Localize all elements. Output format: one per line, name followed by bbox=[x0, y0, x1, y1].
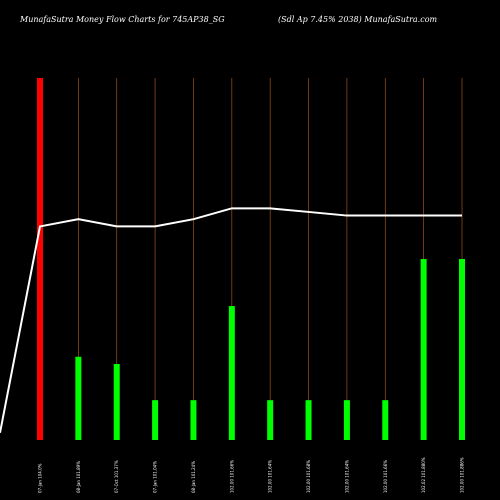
x-tick-label: 102.00 101.68% bbox=[306, 460, 311, 493]
x-tick-label: 08-Jan 101.89% bbox=[76, 461, 81, 493]
bar bbox=[190, 400, 197, 440]
bar bbox=[459, 259, 465, 440]
price-line bbox=[0, 207, 462, 433]
x-tick-label: 102.00 101.64% bbox=[268, 460, 273, 493]
x-tick-labels: 07-Jan 104.0% 08-Jan 101.89% 07-Oct 101.37… bbox=[38, 457, 465, 493]
x-tick-label: 102.00 101.66% bbox=[383, 460, 388, 493]
bar bbox=[267, 400, 274, 440]
bar bbox=[75, 356, 82, 440]
chart-title-right: (Sdl Ap 7.45% 2038) MunafaSutra.com bbox=[278, 15, 438, 24]
x-tick-label: 102.00 101.886% bbox=[460, 457, 465, 493]
x-tick-label: 07-Oct 101.37% bbox=[114, 460, 119, 493]
x-tick-label: 07-Jan 104.0% bbox=[38, 463, 43, 493]
bar bbox=[152, 400, 159, 440]
x-tick-label: 102.00 101.64% bbox=[344, 460, 349, 493]
bars bbox=[37, 78, 465, 440]
x-tick-label: 102.02 101.880% bbox=[421, 457, 426, 493]
bar bbox=[305, 400, 312, 440]
bar bbox=[228, 306, 235, 440]
x-tick-label: 08-Jan 101.24% bbox=[191, 461, 196, 493]
price-line-group bbox=[0, 207, 462, 433]
chart-title-left: MunafaSutra Money Flow Charts for 745AP3… bbox=[19, 15, 225, 24]
bar bbox=[113, 363, 120, 440]
bar bbox=[343, 400, 350, 440]
x-tick-label: 07-Jan 101.04% bbox=[153, 461, 158, 493]
x-tick-label: 102.00 101.66% bbox=[229, 460, 234, 493]
bar bbox=[420, 259, 427, 440]
bar bbox=[382, 400, 389, 440]
bar bbox=[37, 78, 43, 440]
